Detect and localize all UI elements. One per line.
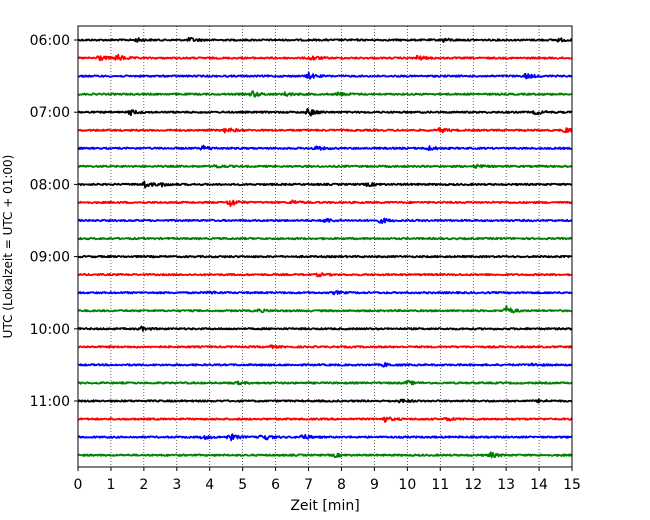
trace-line bbox=[77, 180, 573, 189]
trace-line bbox=[77, 53, 573, 62]
x-tick-label: 8 bbox=[337, 477, 346, 493]
y-tick-label: 07:00 bbox=[30, 105, 70, 121]
trace-line bbox=[77, 108, 573, 117]
trace-line bbox=[77, 416, 573, 423]
x-axis-label: Zeit [min] bbox=[290, 498, 359, 514]
y-axis-ticks: 06:00 07:00 08:00 09:00 10:00 11:00 bbox=[30, 33, 78, 410]
trace-line bbox=[77, 398, 573, 404]
trace-line bbox=[77, 71, 573, 80]
trace-line bbox=[77, 325, 573, 332]
y-tick-label: 09:00 bbox=[30, 250, 70, 266]
trace-line bbox=[77, 236, 573, 241]
trace-line bbox=[77, 451, 573, 459]
x-tick-label: 12 bbox=[464, 477, 482, 493]
plot-frame bbox=[77, 25, 573, 468]
trace-line bbox=[77, 36, 573, 43]
x-tick-label: 3 bbox=[172, 477, 181, 493]
x-axis-ticks: 0 1 2 3 4 5 6 7 8 9 10 11 12 13 14 15 bbox=[74, 467, 581, 493]
y-tick-label: 08:00 bbox=[30, 177, 70, 193]
x-tick-label: 1 bbox=[106, 477, 115, 493]
trace-line bbox=[77, 217, 573, 225]
trace-line bbox=[77, 90, 573, 98]
x-tick-label: 0 bbox=[74, 477, 83, 493]
x-tick-label: 7 bbox=[304, 477, 313, 493]
x-tick-label: 14 bbox=[530, 477, 548, 493]
x-tick-label: 4 bbox=[205, 477, 214, 493]
y-tick-label: 10:00 bbox=[30, 322, 70, 338]
trace-line bbox=[77, 163, 573, 169]
trace-line bbox=[77, 344, 573, 350]
trace-line bbox=[77, 126, 573, 134]
trace-line bbox=[77, 144, 573, 152]
y-tick-label: 06:00 bbox=[30, 33, 70, 49]
x-tick-label: 15 bbox=[563, 477, 581, 493]
trace-line bbox=[77, 379, 573, 386]
x-tick-label: 10 bbox=[398, 477, 416, 493]
trace-line bbox=[77, 304, 573, 314]
x-tick-label: 2 bbox=[139, 477, 148, 493]
y-tick-label: 11:00 bbox=[30, 394, 70, 410]
x-tick-label: 6 bbox=[271, 477, 280, 493]
trace-line bbox=[77, 254, 573, 259]
seismogram-traces bbox=[77, 36, 573, 459]
trace-line bbox=[77, 199, 573, 207]
y-axis-label: UTC (Lokalzeit = UTC + 01:00) bbox=[1, 155, 15, 339]
trace-line bbox=[77, 433, 573, 442]
trace-line bbox=[77, 362, 573, 368]
x-tick-label: 13 bbox=[497, 477, 515, 493]
trace-line bbox=[77, 272, 573, 278]
x-tick-label: 5 bbox=[238, 477, 247, 493]
x-tick-label: 11 bbox=[431, 477, 449, 493]
x-tick-label: 9 bbox=[370, 477, 379, 493]
trace-line bbox=[77, 290, 573, 296]
